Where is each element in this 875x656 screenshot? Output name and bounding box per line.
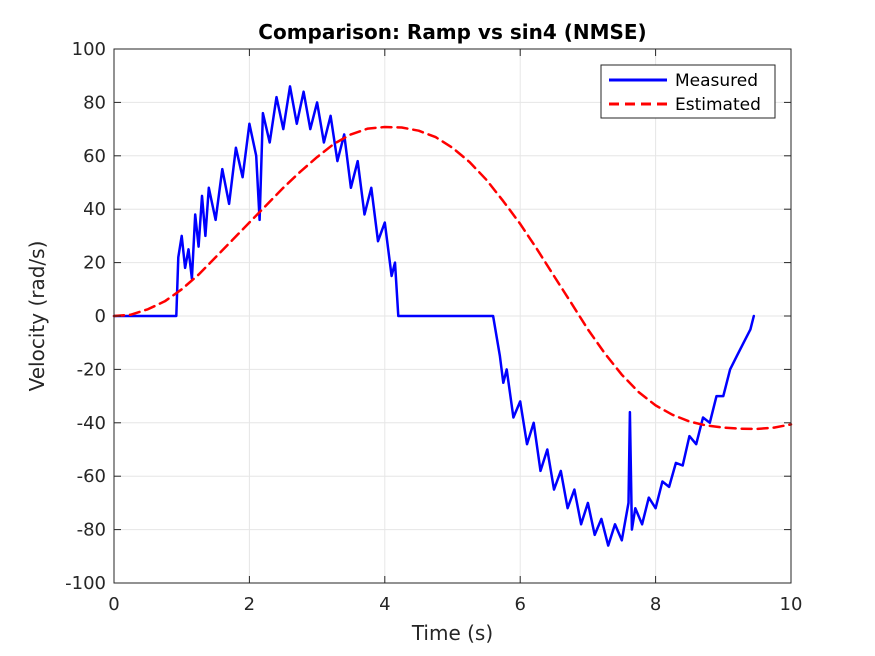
y-tick-label: 60 xyxy=(83,146,106,167)
y-tick-labels: -100 -80 -60 -40 -20 0 20 40 60 80 100 xyxy=(65,39,106,594)
series-line-estimated xyxy=(112,125,793,431)
y-tick-label: -100 xyxy=(65,573,106,594)
y-tick-label: 0 xyxy=(95,306,106,327)
ticks xyxy=(113,48,792,584)
series-layer xyxy=(112,85,793,547)
x-tick-labels: 0 2 4 6 8 10 xyxy=(108,594,802,615)
legend-box xyxy=(600,64,776,119)
y-tick-label: 100 xyxy=(72,39,106,60)
legend-label-measured: Measured xyxy=(675,71,758,91)
y-tick-label: -60 xyxy=(77,466,106,487)
y-tick-label: 40 xyxy=(83,199,106,220)
y-axis-label: Velocity (rad/s) xyxy=(25,241,49,392)
y-tick-label: -40 xyxy=(77,413,106,434)
x-tick-label: 10 xyxy=(780,594,803,615)
x-tick-label: 2 xyxy=(244,594,255,615)
x-axis-label: Time (s) xyxy=(411,621,493,645)
legend-label-estimated: Estimated xyxy=(675,95,761,115)
series-line-measured xyxy=(112,85,756,547)
y-tick-label: 80 xyxy=(83,92,106,113)
y-tick-label: 20 xyxy=(83,253,106,274)
y-tick-label: -20 xyxy=(77,359,106,380)
y-tick-label: -80 xyxy=(77,520,106,541)
x-tick-label: 4 xyxy=(379,594,390,615)
x-tick-label: 6 xyxy=(514,594,525,615)
legend: Measured Estimated xyxy=(600,64,776,119)
x-tick-label: 0 xyxy=(108,594,119,615)
chart-title: Comparison: Ramp vs sin4 (NMSE) xyxy=(258,20,646,44)
x-tick-label: 8 xyxy=(650,594,661,615)
